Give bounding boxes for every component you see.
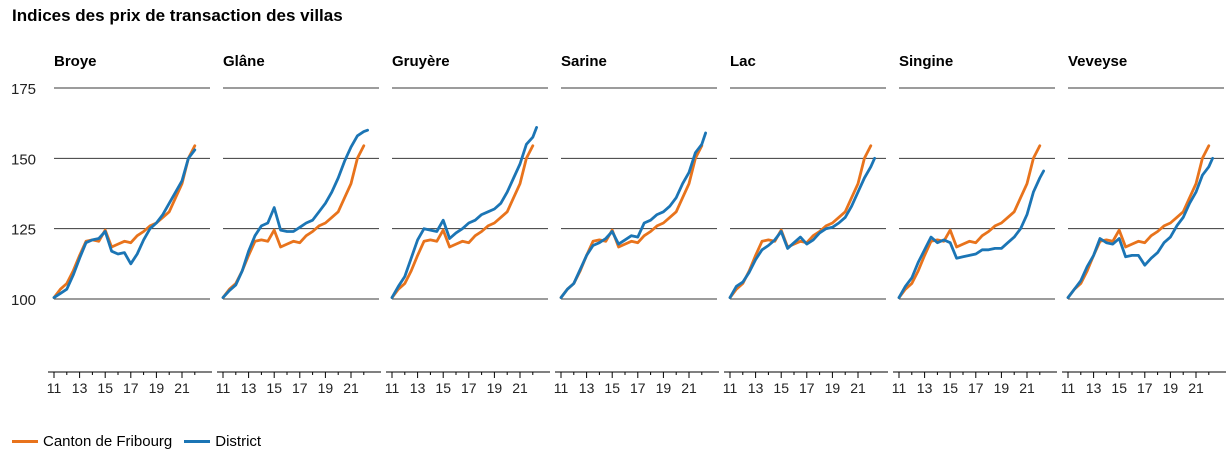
x-tick-label-lac-21: 21 [850, 380, 866, 396]
x-tick-label-lac-19: 19 [825, 380, 841, 396]
small-multiples-line-chart: 100 125 150 175 Broye 11 13 15 17 19 21 Glâne 11 13 15… [11, 53, 1226, 396]
x-tick-label-singine-11: 11 [892, 380, 907, 396]
x-tick-label-veveyse-11: 11 [1061, 380, 1076, 396]
y-tick-label-125: 125 [11, 222, 36, 239]
x-tick-label-sarine-15: 15 [604, 380, 620, 396]
series-line-canton-lac [728, 144, 873, 300]
x-tick-label-sarine-13: 13 [579, 380, 595, 396]
series-line-district-broye [52, 148, 197, 300]
series-line-canton-singine [897, 144, 1042, 300]
x-tick-label-lac-11: 11 [723, 380, 738, 396]
legend-swatch-district [184, 440, 211, 443]
legend-item-district: District [184, 433, 261, 450]
x-tick-label-singine-17: 17 [968, 380, 984, 396]
x-tick-label-gruyere-21: 21 [512, 380, 528, 396]
x-tick-label-singine-19: 19 [994, 380, 1010, 396]
x-tick-label-glane-15: 15 [266, 380, 282, 396]
x-tick-label-broye-19: 19 [149, 380, 165, 396]
y-tick-label-175: 175 [11, 81, 36, 98]
legend: Canton de Fribourg District [12, 433, 273, 450]
x-tick-label-singine-13: 13 [917, 380, 933, 396]
x-tick-label-glane-19: 19 [318, 380, 334, 396]
x-tick-label-lac-13: 13 [748, 380, 764, 396]
x-tick-label-sarine-21: 21 [681, 380, 697, 396]
x-tick-label-gruyere-15: 15 [435, 380, 451, 396]
x-tick-label-veveyse-17: 17 [1137, 380, 1153, 396]
x-tick-label-veveyse-13: 13 [1086, 380, 1102, 396]
x-tick-label-veveyse-15: 15 [1111, 380, 1127, 396]
panel-title-veveyse: Veveyse [1068, 53, 1127, 70]
x-tick-label-gruyere-13: 13 [410, 380, 426, 396]
x-tick-label-broye-17: 17 [123, 380, 139, 396]
x-tick-label-singine-15: 15 [942, 380, 958, 396]
x-tick-label-lac-15: 15 [773, 380, 789, 396]
legend-label-district: District [215, 433, 262, 450]
series-line-district-glane [221, 128, 370, 300]
panel-title-glane: Glâne [223, 53, 265, 70]
panel-title-broye: Broye [54, 53, 97, 70]
panel-title-lac: Lac [730, 53, 756, 70]
series-line-district-sarine [559, 131, 707, 300]
x-tick-label-veveyse-21: 21 [1188, 380, 1204, 396]
y-tick-label-150: 150 [11, 151, 36, 168]
x-tick-label-broye-11: 11 [47, 380, 62, 396]
x-tick-label-broye-13: 13 [72, 380, 88, 396]
x-tick-label-glane-21: 21 [343, 380, 359, 396]
legend-swatch-canton [12, 440, 38, 443]
x-tick-label-broye-21: 21 [174, 380, 190, 396]
x-tick-label-gruyere-17: 17 [461, 380, 477, 396]
x-tick-label-sarine-17: 17 [630, 380, 646, 396]
x-tick-label-gruyere-19: 19 [487, 380, 503, 396]
series-line-district-veveyse [1066, 156, 1214, 300]
x-tick-label-veveyse-19: 19 [1163, 380, 1179, 396]
series-line-district-gruyere [390, 126, 538, 300]
series-line-canton-broye [52, 144, 197, 300]
x-tick-label-glane-11: 11 [216, 380, 231, 396]
panel-title-gruyere: Gruyère [392, 53, 450, 70]
chart-title: Indices des prix de transaction des vill… [12, 6, 343, 25]
series-line-district-singine [897, 169, 1045, 300]
legend-label-canton: Canton de Fribourg [43, 433, 173, 450]
x-tick-label-glane-13: 13 [241, 380, 257, 396]
panel-title-singine: Singine [899, 53, 953, 70]
series-line-canton-gruyere [390, 144, 535, 300]
y-tick-label-100: 100 [11, 292, 36, 309]
x-tick-label-gruyere-11: 11 [385, 380, 400, 396]
x-tick-label-broye-15: 15 [97, 380, 113, 396]
legend-item-canton: Canton de Fribourg [12, 433, 172, 450]
x-tick-label-glane-17: 17 [292, 380, 308, 396]
series-line-district-lac [728, 156, 876, 300]
x-tick-label-lac-17: 17 [799, 380, 815, 396]
panel-title-sarine: Sarine [561, 53, 607, 70]
x-tick-label-sarine-19: 19 [656, 380, 672, 396]
x-tick-label-singine-21: 21 [1019, 380, 1035, 396]
series-line-canton-sarine [559, 144, 704, 300]
x-tick-label-sarine-11: 11 [554, 380, 569, 396]
series-line-canton-veveyse [1066, 144, 1211, 300]
